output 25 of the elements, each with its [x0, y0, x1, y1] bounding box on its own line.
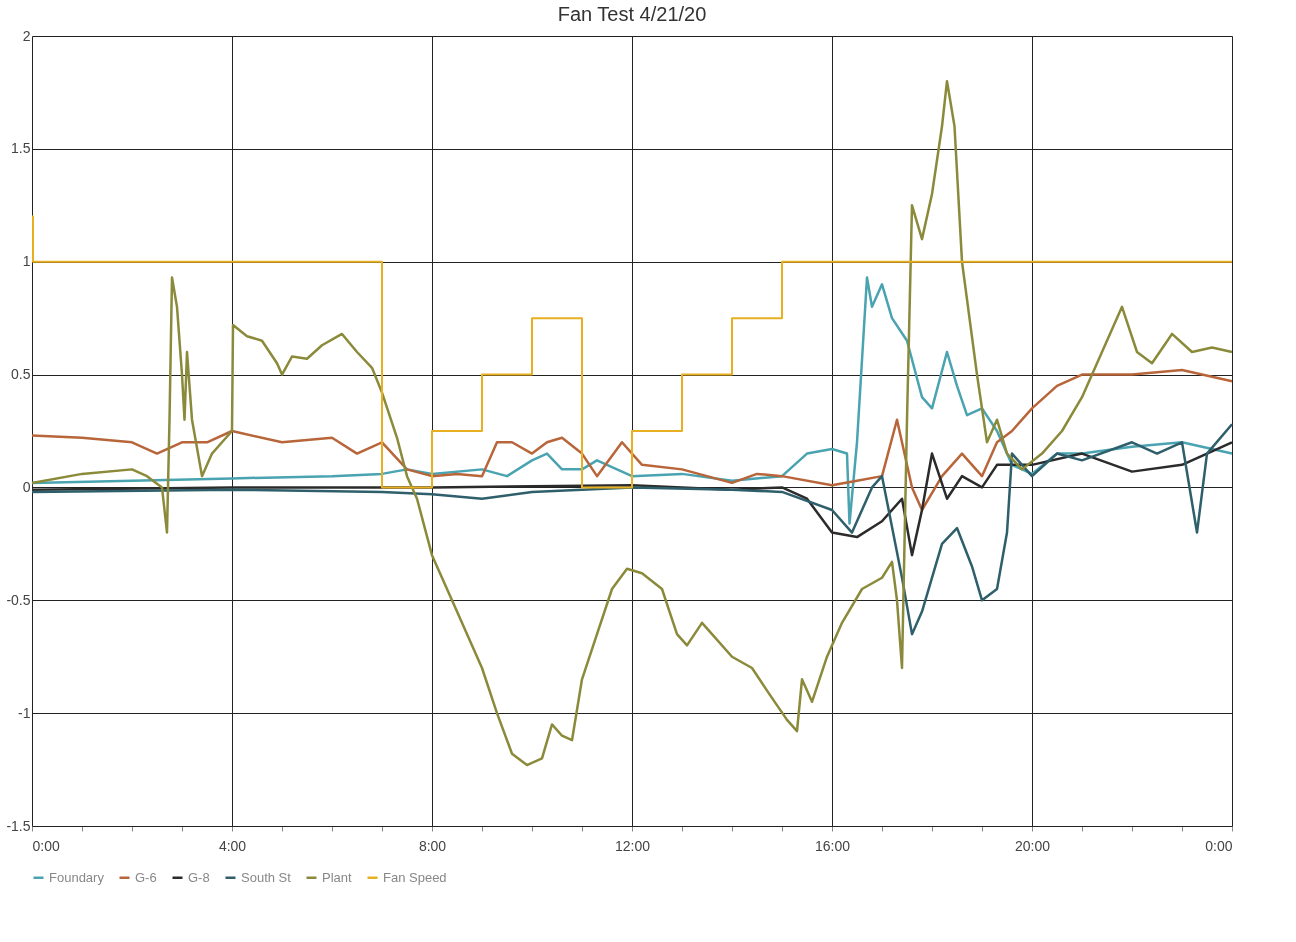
line-series	[30, 79, 1234, 767]
legend-label: Plant	[322, 869, 353, 885]
y-tick-label: 1.5	[11, 140, 31, 157]
x-tick-label: 20:00	[1014, 837, 1051, 854]
x-tick-label: 4:00	[218, 837, 247, 854]
legend-label: G-8	[188, 869, 210, 885]
legend-label: Foundary	[49, 869, 105, 885]
y-tick-label: -0.5	[6, 591, 31, 608]
legend-label: South St	[241, 869, 292, 885]
x-tick-label: 8:00	[418, 837, 447, 854]
legend-label: G-6	[135, 869, 157, 885]
y-tick-label: -1	[18, 704, 31, 721]
y-tick-label: -1.5	[6, 817, 31, 834]
line-series	[30, 422, 1234, 636]
chart-title: Fan Test 4/21/20	[557, 3, 707, 25]
x-tick-label: 0:00	[1205, 837, 1233, 854]
legend-label: Fan Speed	[383, 869, 447, 885]
x-tick-label: 0:00	[32, 837, 60, 854]
x-tick-label: 16:00	[814, 837, 851, 854]
y-tick-label: 2	[22, 27, 31, 44]
y-tick-label: 0.5	[11, 366, 31, 383]
line-series	[30, 368, 1234, 512]
y-tick-label: 1	[22, 253, 31, 270]
y-tick-label: 0	[22, 478, 31, 495]
x-tick-label: 12:00	[614, 837, 651, 854]
